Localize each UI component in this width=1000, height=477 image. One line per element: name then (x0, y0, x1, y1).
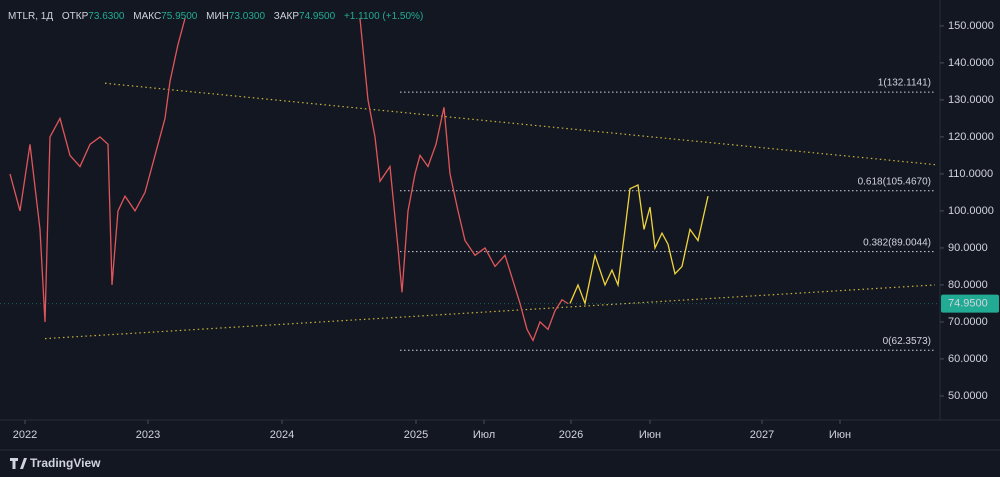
price-line (9, 18, 186, 322)
price-line (569, 184, 709, 306)
low: 73.0300 (229, 11, 266, 22)
fib-label: 0(62.3573) (883, 336, 931, 347)
trend-line (44, 284, 936, 340)
high: 75.9500 (161, 11, 198, 22)
brand: TradingView (30, 456, 101, 470)
last-price-badge (941, 294, 999, 313)
last-price-label: 74.9500 (948, 298, 988, 310)
x-tick-label: 2025 (404, 429, 428, 441)
y-tick-label: 110.0000 (948, 168, 993, 180)
x-tick-label: 2022 (13, 429, 37, 441)
x-tick-label: 2023 (136, 429, 160, 441)
fib-label: 1(132.1141) (878, 78, 931, 89)
y-tick-label: 60.0000 (948, 353, 988, 365)
fib-label: 0.618(105.4670) (858, 176, 931, 187)
header: MTLR, 1Д ОТКР73.6300 МАКС75.9500 МИН73.0… (8, 11, 423, 22)
logo-icon (10, 458, 27, 469)
x-tick-label: 2026 (559, 429, 583, 441)
y-tick-label: 90.0000 (948, 242, 988, 254)
y-tick-label: 70.0000 (948, 316, 988, 328)
fib-label: 0.382(89.0044) (863, 237, 931, 248)
open-label: ОТКР (62, 11, 89, 22)
y-tick-label: 80.0000 (948, 279, 988, 291)
brand-logo[interactable]: TradingView (10, 456, 101, 470)
x-tick-label: Июн (829, 429, 851, 441)
symbol: MTLR, 1Д (8, 11, 53, 22)
y-tick-label: 120.0000 (948, 131, 994, 143)
x-tick-label: Июл (473, 429, 495, 441)
low-label: МИН (206, 11, 229, 22)
change: +1.1100 (+1.50%) (344, 11, 423, 22)
close-label: ЗАКР (274, 11, 300, 22)
x-tick-label: 2024 (270, 429, 294, 441)
price-line (359, 18, 569, 343)
y-tick-label: 150.0000 (948, 20, 994, 32)
high-label: МАКС (133, 11, 161, 22)
open: 73.6300 (88, 11, 125, 22)
y-tick-label: 100.0000 (948, 205, 994, 217)
close: 74.9500 (299, 11, 336, 22)
y-tick-label: 50.0000 (948, 390, 988, 402)
x-tick-label: Июн (639, 429, 661, 441)
y-tick-label: 140.0000 (948, 57, 994, 69)
y-tick-label: 130.0000 (948, 94, 994, 106)
x-tick-label: 2027 (750, 429, 774, 441)
